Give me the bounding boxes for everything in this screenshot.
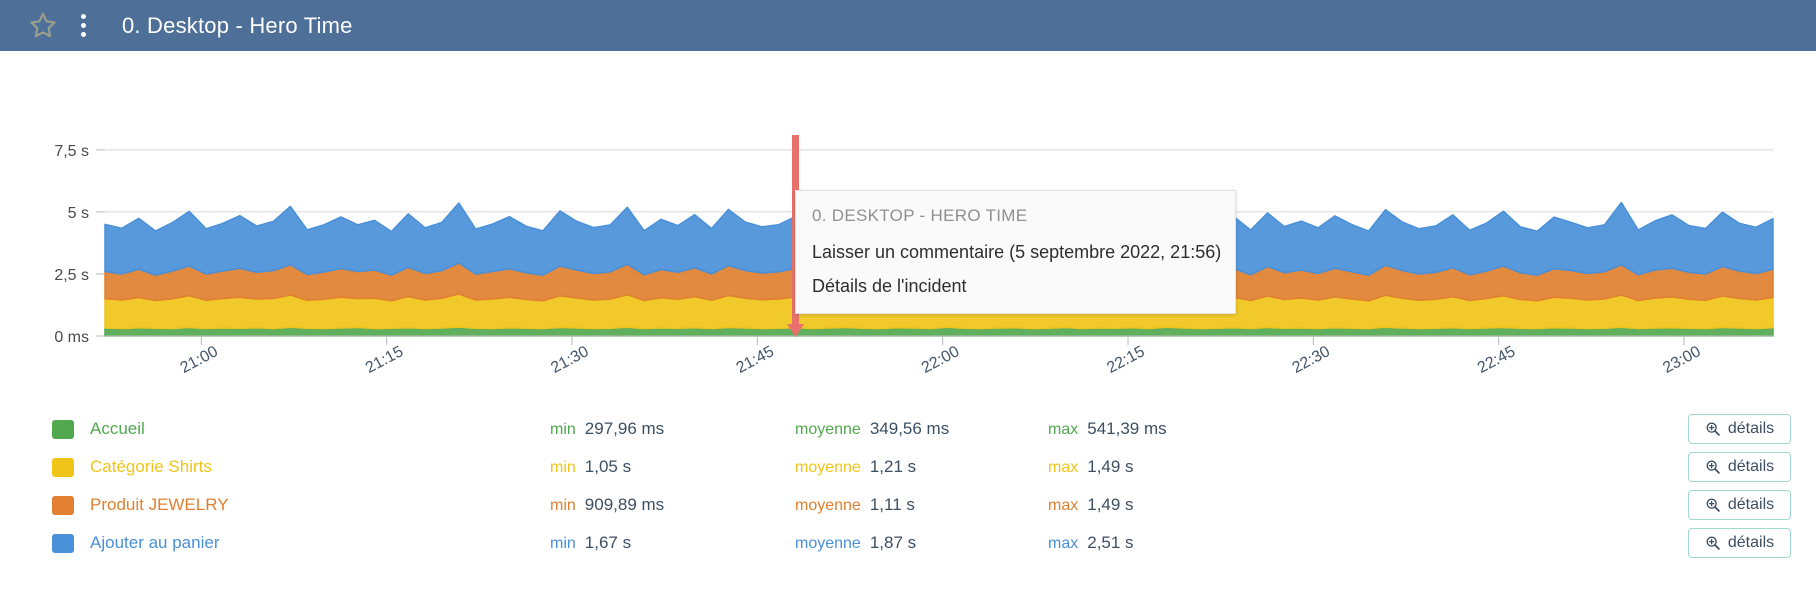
- x-axis-tick-label: 22:00: [919, 343, 962, 377]
- stat-max-value: 541,39 ms: [1087, 419, 1167, 438]
- stat-avg-value: 1,21 s: [869, 457, 917, 476]
- x-axis-tick-label: 21:15: [363, 343, 406, 377]
- x-axis-tick-label: 21:45: [734, 343, 777, 377]
- stat-avg-label: moyenne: [795, 421, 861, 438]
- stat-min-label: min: [550, 421, 576, 438]
- stat-min: min 297,96 ms: [550, 419, 795, 439]
- x-axis-tick-label: 21:30: [548, 343, 591, 377]
- details-button-label: détails: [1727, 496, 1775, 513]
- details-button-label: détails: [1727, 458, 1775, 475]
- details-button[interactable]: détails: [1688, 452, 1791, 482]
- stat-avg-value: 349,56 ms: [869, 419, 950, 438]
- y-axis-tick-label: 0 ms: [54, 329, 89, 346]
- stat-avg-label: moyenne: [795, 497, 861, 514]
- details-button[interactable]: détails: [1688, 490, 1791, 520]
- y-axis-tick-label: 2,5 s: [54, 267, 89, 284]
- series-name-label[interactable]: Produit JEWELRY: [90, 495, 229, 514]
- legend-row: Catégorie Shirts min 1,05 s moyenne 1,21 s ma…: [0, 448, 1816, 486]
- stat-max: max 2,51 s: [1048, 533, 1348, 553]
- zoom-in-icon: [1706, 422, 1720, 436]
- kebab-menu-icon[interactable]: [66, 9, 100, 43]
- stat-avg-label: moyenne: [795, 459, 861, 476]
- stat-min-label: min: [550, 459, 576, 476]
- x-axis-tick-label: 22:30: [1290, 343, 1333, 377]
- tooltip-incident-link[interactable]: Détails de l'incident: [812, 276, 967, 296]
- chart-panel: 0 ms 2,5 s 5 s 7,5 s 21:00 21:15 21:30 21:45 22:…: [0, 51, 1816, 396]
- series-color-swatch: [52, 495, 74, 515]
- series-legend-table: Accueil min 297,96 ms moyenne 349,56 ms max 54…: [0, 396, 1816, 562]
- stat-avg-value: 1,87 s: [869, 533, 917, 552]
- stat-max: max 541,39 ms: [1048, 419, 1348, 439]
- stat-min-label: min: [550, 497, 576, 514]
- x-axis-tick-label: 21:00: [178, 343, 221, 377]
- details-button-label: détails: [1727, 420, 1775, 437]
- stat-min-value: 909,89 ms: [584, 495, 665, 514]
- x-axis-tick-label: 23:00: [1660, 343, 1703, 377]
- page-header: 0. Desktop - Hero Time: [0, 0, 1816, 51]
- tooltip-title: 0. DESKTOP - HERO TIME: [812, 206, 1028, 225]
- stat-avg-value: 1,11 s: [869, 495, 915, 514]
- stat-max-label: max: [1048, 497, 1079, 514]
- x-axis-tick-label: 22:45: [1475, 343, 1518, 377]
- details-button[interactable]: détails: [1688, 528, 1791, 558]
- zoom-in-icon: [1706, 460, 1720, 474]
- series-color-swatch: [52, 533, 74, 553]
- incident-tooltip: 0. DESKTOP - HERO TIME Laisser un commen…: [795, 190, 1236, 314]
- series-name-label[interactable]: Ajouter au panier: [90, 533, 220, 552]
- stat-min: min 1,05 s: [550, 457, 795, 477]
- stat-avg: moyenne 1,11 s: [795, 495, 1048, 515]
- stat-max-label: max: [1048, 459, 1079, 476]
- y-axis-tick-label: 7,5 s: [54, 143, 89, 160]
- x-axis-tick-label: 22:15: [1104, 343, 1147, 377]
- stat-avg: moyenne 1,21 s: [795, 457, 1048, 477]
- stat-avg-label: moyenne: [795, 535, 861, 552]
- zoom-in-icon: [1706, 498, 1720, 512]
- series-color-swatch: [52, 419, 74, 439]
- stat-max-value: 1,49 s: [1087, 457, 1134, 476]
- stat-min: min 909,89 ms: [550, 495, 795, 515]
- series-name-label[interactable]: Catégorie Shirts: [90, 457, 212, 476]
- stat-min-value: 1,05 s: [584, 457, 632, 476]
- star-outline-icon[interactable]: [26, 9, 60, 43]
- stat-max-label: max: [1048, 421, 1079, 438]
- details-button-label: détails: [1727, 534, 1775, 551]
- stat-avg: moyenne 349,56 ms: [795, 419, 1048, 439]
- incident-marker-pointer[interactable]: [787, 324, 804, 337]
- stat-max-value: 1,49 s: [1087, 495, 1134, 514]
- stat-max: max 1,49 s: [1048, 495, 1348, 515]
- stat-min-label: min: [550, 535, 576, 552]
- stat-max-label: max: [1048, 535, 1079, 552]
- stat-min-value: 297,96 ms: [584, 419, 665, 438]
- stat-max-value: 2,51 s: [1087, 533, 1134, 552]
- details-button[interactable]: détails: [1688, 414, 1791, 444]
- stat-max: max 1,49 s: [1048, 457, 1348, 477]
- series-color-swatch: [52, 457, 74, 477]
- stat-min-value: 1,67 s: [584, 533, 632, 552]
- tooltip-comment-link[interactable]: Laisser un commentaire (5 septembre 2022…: [812, 242, 1222, 262]
- stat-min: min 1,67 s: [550, 533, 795, 553]
- legend-row: Produit JEWELRY min 909,89 ms moyenne 1,11 s…: [0, 486, 1816, 524]
- page-title: 0. Desktop - Hero Time: [122, 12, 353, 38]
- legend-row: Accueil min 297,96 ms moyenne 349,56 ms max 54…: [0, 410, 1816, 448]
- series-name-label[interactable]: Accueil: [90, 419, 145, 438]
- zoom-in-icon: [1706, 536, 1720, 550]
- y-axis-tick-label: 5 s: [68, 205, 89, 222]
- stat-avg: moyenne 1,87 s: [795, 533, 1048, 553]
